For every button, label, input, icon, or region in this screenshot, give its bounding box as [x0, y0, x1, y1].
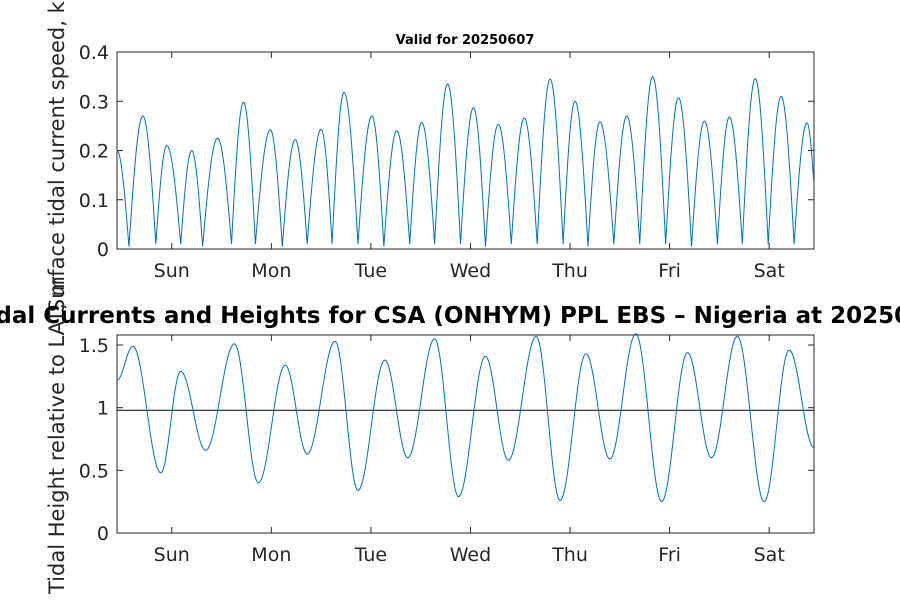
x-tick-label: Fri	[658, 260, 681, 282]
tidal-height-x-ticks: Sun Mon Tue Wed Thu Fri Sat	[154, 335, 785, 566]
y-tick-label: 0.1	[79, 190, 109, 212]
x-tick-label: Wed	[450, 544, 491, 566]
tidal-height-panel: 0 0.5 1 1.5 Sun Mon Tue Wed Thu Fri Sat Tidal Cur…	[0, 276, 900, 595]
y-tick-label: 0	[97, 239, 109, 261]
tidal-height-plot-area	[116, 334, 815, 534]
x-tick-label: Sun	[154, 544, 190, 566]
x-tick-label: Sat	[754, 260, 785, 282]
x-tick-label: Tue	[354, 260, 387, 282]
current-speed-title: Valid for 20250607	[396, 33, 535, 48]
figure-main-title: Tidal Currents and Heights for CSA (ONHY…	[0, 303, 900, 329]
current-speed-y-ticks: 0 0.1 0.2 0.3 0.4	[79, 42, 814, 261]
tidal-height-y-axis-label: Tidal Height relative to LAT, m	[45, 276, 69, 595]
current-speed-series-line	[116, 76, 815, 247]
y-tick-label: 0.5	[79, 460, 109, 482]
x-tick-label: Mon	[251, 544, 291, 566]
x-tick-label: Fri	[658, 544, 681, 566]
x-tick-label: Tue	[354, 544, 387, 566]
current-speed-panel: Valid for 20250607 0 0.1 0.2 0.3 0.4 Sun Mon T…	[45, 0, 815, 312]
x-tick-label: Mon	[251, 260, 291, 282]
y-tick-label: 0.2	[79, 141, 109, 163]
current-speed-x-ticks: Sun Mon Tue Wed Thu Fri Sat	[154, 52, 785, 282]
y-tick-label: 0.3	[79, 91, 109, 113]
y-tick-label: 0.4	[79, 42, 109, 64]
y-tick-label: 0	[97, 523, 109, 545]
y-tick-label: 1	[97, 398, 109, 420]
y-tick-label: 1.5	[79, 335, 109, 357]
x-tick-label: Sun	[154, 260, 190, 282]
x-tick-label: Thu	[551, 260, 588, 282]
tidal-height-series-line	[116, 333, 815, 503]
x-tick-label: Wed	[450, 260, 491, 282]
x-tick-label: Thu	[551, 544, 588, 566]
x-tick-label: Sat	[754, 544, 785, 566]
tidal-height-y-ticks: 0 0.5 1 1.5	[79, 335, 814, 545]
current-speed-y-axis-label: Surface tidal current speed, kn	[45, 0, 69, 312]
